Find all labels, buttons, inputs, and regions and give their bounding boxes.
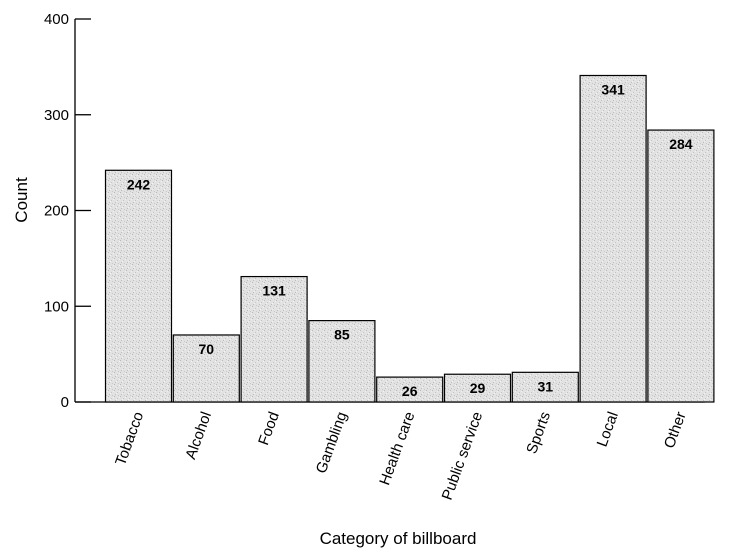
bar-value-label: 284 (669, 136, 693, 152)
category-label: Health care (376, 410, 418, 488)
category-label: Gambling (313, 410, 351, 476)
y-tick-label: 100 (44, 298, 69, 315)
bar-value-label: 26 (402, 383, 418, 399)
bars (104, 74, 715, 403)
y-tick-label: 200 (44, 203, 69, 220)
bar-value-labels: 242 70 131 85 26 29 31 341 284 (127, 81, 693, 399)
y-tick-label: 400 (44, 11, 69, 28)
y-ticks: 0 100 200 300 400 (44, 11, 91, 411)
category-label: Sports (523, 410, 554, 457)
bar-value-label: 70 (199, 341, 215, 357)
y-axis-title: Count (12, 177, 31, 223)
bar-gambling (308, 320, 376, 403)
bar-value-label: 31 (538, 378, 554, 394)
category-label: Alcohol (182, 410, 215, 462)
bar-alcohol (172, 334, 240, 403)
category-label: Public service (439, 410, 487, 503)
bar-value-label: 29 (470, 380, 486, 396)
bar-health-care (376, 376, 444, 403)
bar-food (240, 275, 308, 403)
y-tick-label: 300 (44, 107, 69, 124)
bar-sports (511, 371, 579, 403)
bar-public-service (443, 373, 512, 403)
bar-value-label: 131 (262, 283, 286, 299)
bar-value-label: 242 (127, 176, 151, 192)
bar-value-label: 341 (601, 81, 625, 97)
x-axis-title: Category of billboard (320, 529, 477, 548)
category-label: Tobacco (112, 410, 147, 468)
category-labels: Tobacco Alcohol Food Gambling Health care Pub… (112, 410, 689, 503)
bar-value-label: 85 (334, 327, 350, 343)
category-label: Local (594, 410, 622, 450)
category-label: Food (255, 410, 283, 448)
bar-local (579, 74, 647, 403)
bar-other (647, 129, 715, 403)
bar-tobacco (104, 169, 173, 403)
category-label: Other (661, 410, 690, 451)
y-tick-label: 0 (61, 394, 69, 411)
